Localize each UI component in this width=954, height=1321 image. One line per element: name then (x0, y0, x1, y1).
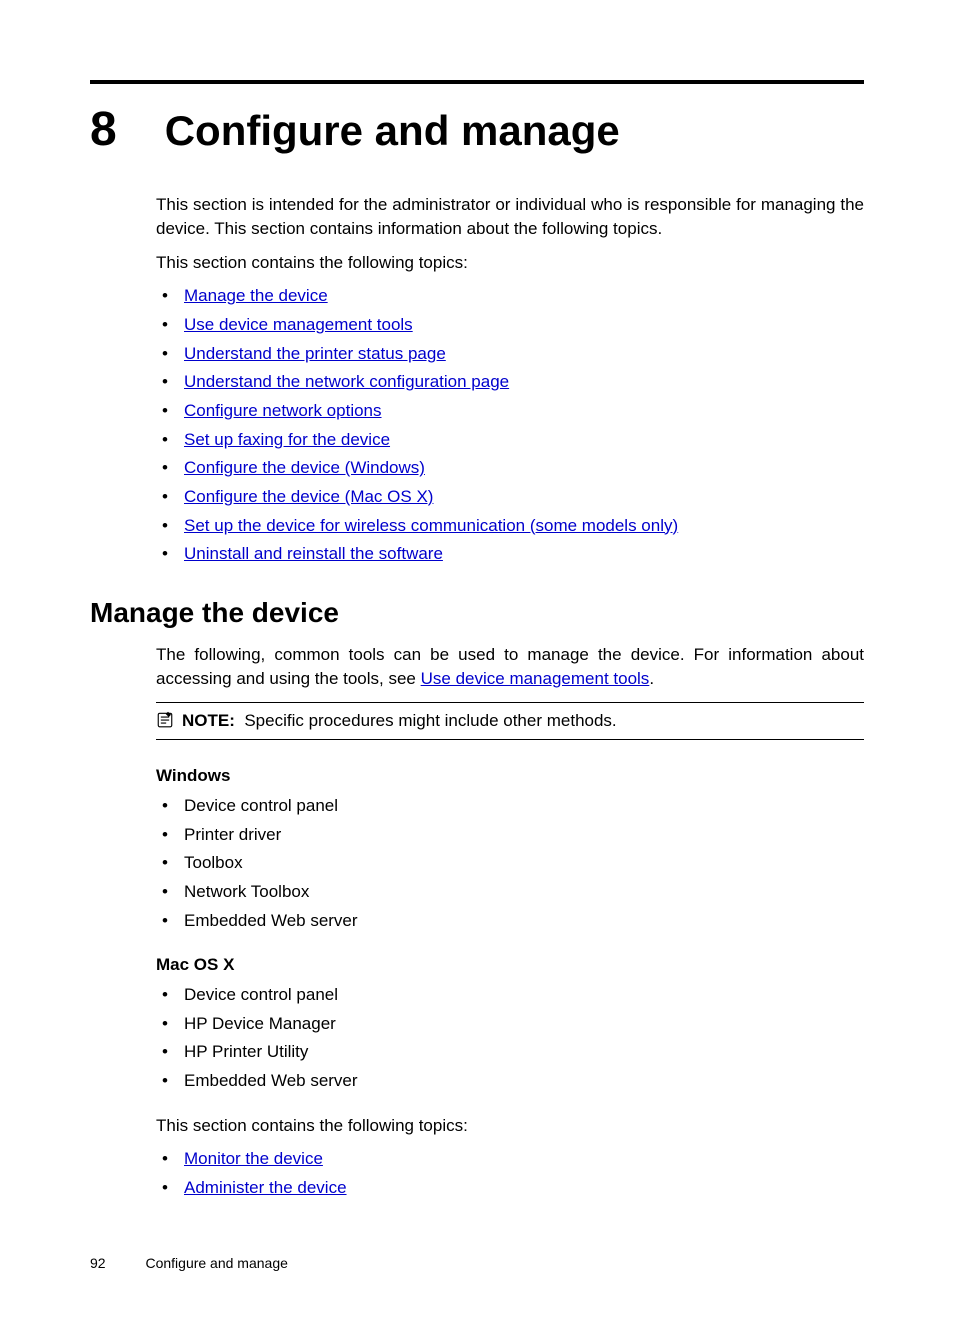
windows-heading: Windows (156, 764, 864, 788)
mac-list: Device control panel HP Device Manager H… (156, 983, 864, 1094)
list-item: Set up the device for wireless communica… (156, 514, 864, 539)
topic-link[interactable]: Understand the printer status page (184, 344, 446, 363)
topic-link[interactable]: Set up the device for wireless communica… (184, 516, 678, 535)
note-text-wrap: NOTE: Specific procedures might include … (182, 709, 617, 733)
subtopics-list: Monitor the device Administer the device (156, 1147, 864, 1200)
list-item: Printer driver (156, 823, 864, 848)
intro-paragraph: This section is intended for the adminis… (156, 193, 864, 241)
section-body: The following, common tools can be used … (156, 643, 864, 1201)
item-text: Printer driver (184, 825, 281, 844)
topic-link[interactable]: Manage the device (184, 286, 328, 305)
list-item: Understand the network configuration pag… (156, 370, 864, 395)
list-item: HP Device Manager (156, 1012, 864, 1037)
mac-heading: Mac OS X (156, 953, 864, 977)
item-text: Device control panel (184, 985, 338, 1004)
list-item: Network Toolbox (156, 880, 864, 905)
section-heading: Manage the device (90, 597, 864, 629)
topic-link[interactable]: Understand the network configuration pag… (184, 372, 509, 391)
topics-list: Manage the device Use device management … (156, 284, 864, 566)
list-item: Administer the device (156, 1176, 864, 1201)
list-item: Device control panel (156, 794, 864, 819)
list-item: Embedded Web server (156, 909, 864, 934)
note-body: Specific procedures might include other … (244, 711, 616, 730)
note-icon (156, 711, 174, 729)
item-text: Embedded Web server (184, 1071, 358, 1090)
page-content: 8 Configure and manage This section is i… (0, 0, 954, 1201)
intro-block: This section is intended for the adminis… (156, 193, 864, 567)
item-text: Embedded Web server (184, 911, 358, 930)
section-paragraph: The following, common tools can be used … (156, 643, 864, 691)
top-divider (90, 80, 864, 84)
topic-link[interactable]: Configure network options (184, 401, 382, 420)
topic-link[interactable]: Set up faxing for the device (184, 430, 390, 449)
chapter-title-row: 8 Configure and manage (90, 102, 864, 157)
page-number: 92 (90, 1255, 106, 1271)
list-item: Set up faxing for the device (156, 428, 864, 453)
list-item: Device control panel (156, 983, 864, 1008)
para-text-after: . (649, 669, 654, 688)
chapter-title: Configure and manage (165, 107, 620, 155)
list-item: Embedded Web server (156, 1069, 864, 1094)
item-text: Device control panel (184, 796, 338, 815)
list-item: Configure network options (156, 399, 864, 424)
list-item: Understand the printer status page (156, 342, 864, 367)
footer-title: Configure and manage (145, 1255, 287, 1271)
chapter-number: 8 (90, 102, 117, 157)
list-item: Toolbox (156, 851, 864, 876)
inline-link[interactable]: Use device management tools (421, 669, 650, 688)
subtopics-label: This section contains the following topi… (156, 1114, 864, 1138)
item-text: HP Printer Utility (184, 1042, 308, 1061)
topic-link[interactable]: Use device management tools (184, 315, 413, 334)
topic-link[interactable]: Configure the device (Mac OS X) (184, 487, 433, 506)
windows-list: Device control panel Printer driver Tool… (156, 794, 864, 933)
list-item: Use device management tools (156, 313, 864, 338)
page-footer: 92 Configure and manage (90, 1255, 288, 1271)
list-item: Manage the device (156, 284, 864, 309)
item-text: HP Device Manager (184, 1014, 336, 1033)
list-item: Configure the device (Mac OS X) (156, 485, 864, 510)
item-text: Network Toolbox (184, 882, 309, 901)
list-item: HP Printer Utility (156, 1040, 864, 1065)
item-text: Toolbox (184, 853, 243, 872)
subtopic-link[interactable]: Administer the device (184, 1178, 347, 1197)
topic-link[interactable]: Configure the device (Windows) (184, 458, 425, 477)
note-box: NOTE: Specific procedures might include … (156, 702, 864, 740)
list-item: Configure the device (Windows) (156, 456, 864, 481)
list-item: Uninstall and reinstall the software (156, 542, 864, 567)
subtopic-link[interactable]: Monitor the device (184, 1149, 323, 1168)
topic-link[interactable]: Uninstall and reinstall the software (184, 544, 443, 563)
note-label: NOTE: (182, 711, 235, 730)
list-item: Monitor the device (156, 1147, 864, 1172)
topics-label: This section contains the following topi… (156, 251, 864, 275)
